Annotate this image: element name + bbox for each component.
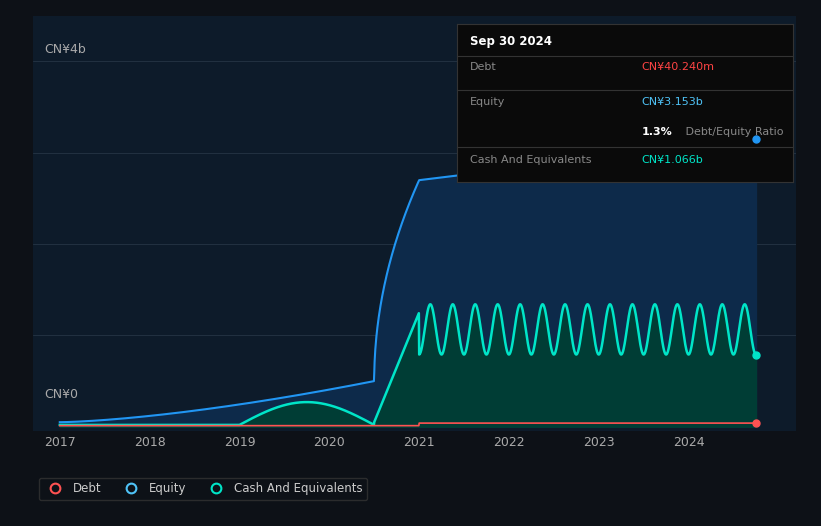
Text: CN¥0: CN¥0 xyxy=(44,388,78,401)
Text: CN¥4b: CN¥4b xyxy=(44,43,86,56)
Legend: Debt, Equity, Cash And Equivalents: Debt, Equity, Cash And Equivalents xyxy=(39,478,367,500)
